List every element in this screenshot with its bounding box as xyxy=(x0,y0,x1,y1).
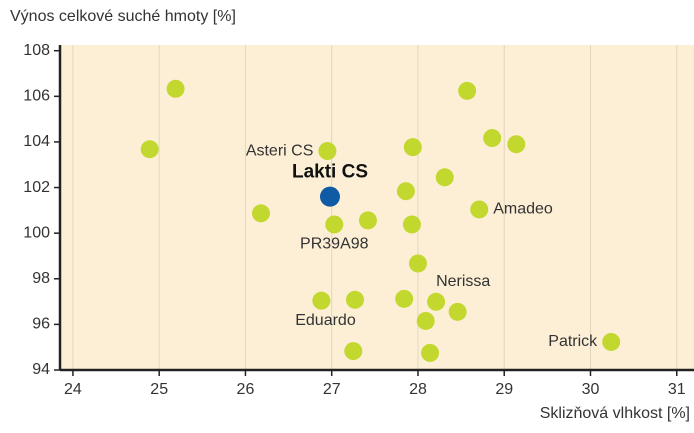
plot-background xyxy=(60,45,694,370)
point xyxy=(507,135,526,154)
point xyxy=(325,215,344,234)
y-tick-label: 102 xyxy=(23,179,50,196)
point xyxy=(344,342,363,361)
point xyxy=(416,311,435,330)
y-tick-label: 96 xyxy=(32,316,50,333)
point xyxy=(403,138,422,157)
point xyxy=(483,129,502,148)
x-tick-label: 30 xyxy=(582,381,600,398)
point xyxy=(435,168,454,187)
chart-title: Výnos celkové suché hmoty [%] xyxy=(10,8,236,25)
point xyxy=(166,79,185,98)
point xyxy=(402,215,421,234)
point xyxy=(421,343,440,362)
point-label: Lakti CS xyxy=(292,162,368,183)
x-tick-label: 25 xyxy=(150,381,168,398)
y-tick-label: 94 xyxy=(32,361,50,378)
point xyxy=(427,292,446,311)
x-tick-label: 31 xyxy=(668,381,686,398)
point xyxy=(395,289,414,308)
y-tick-label: 104 xyxy=(23,133,50,150)
point xyxy=(346,290,365,309)
point-label: Asteri CS xyxy=(246,142,314,159)
x-tick-label: 29 xyxy=(495,381,513,398)
point xyxy=(470,200,489,219)
point xyxy=(396,182,415,201)
point-label: Eduardo xyxy=(295,312,356,329)
point xyxy=(251,204,270,223)
point xyxy=(319,186,340,207)
x-axis-label: Sklizňová vlhkost [%] xyxy=(540,405,690,422)
point xyxy=(140,140,159,159)
y-tick-label: 100 xyxy=(23,224,50,241)
x-tick-label: 28 xyxy=(409,381,427,398)
y-tick-label: 106 xyxy=(23,88,50,105)
point xyxy=(358,211,377,230)
y-tick-label: 98 xyxy=(32,270,50,287)
point-label: Amadeo xyxy=(493,201,553,218)
point xyxy=(448,302,467,321)
point xyxy=(602,332,621,351)
point xyxy=(408,254,427,273)
point-label: Nerissa xyxy=(436,273,490,290)
point xyxy=(318,142,337,161)
point-label: PR39A98 xyxy=(300,236,369,253)
x-tick-label: 24 xyxy=(64,381,82,398)
x-tick-label: 27 xyxy=(323,381,341,398)
x-tick-label: 26 xyxy=(237,381,255,398)
point xyxy=(312,291,331,310)
y-tick-label: 108 xyxy=(23,42,50,59)
point xyxy=(458,81,477,100)
point-label: Patrick xyxy=(548,333,598,350)
